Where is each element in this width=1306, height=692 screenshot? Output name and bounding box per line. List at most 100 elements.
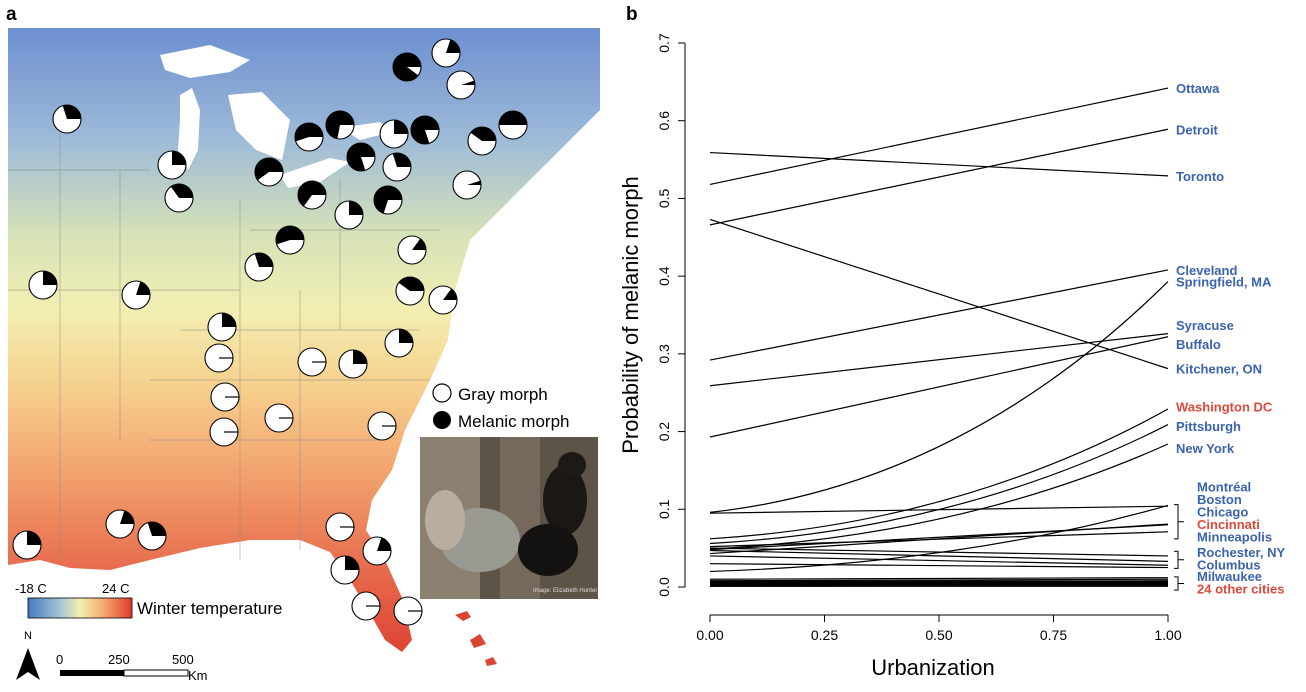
lake-huron bbox=[228, 92, 290, 160]
y-tick-label: 0.1 bbox=[656, 499, 672, 519]
site-pie bbox=[164, 183, 194, 213]
series-line bbox=[709, 218, 1169, 370]
series-line bbox=[709, 128, 1169, 226]
site-pie bbox=[392, 52, 422, 82]
melanic-slice bbox=[410, 115, 439, 145]
north-label: N bbox=[24, 630, 32, 642]
islands bbox=[455, 611, 497, 666]
scale-label-500: 500 bbox=[172, 652, 194, 667]
series-line bbox=[709, 578, 1169, 582]
site-pie bbox=[297, 347, 327, 377]
city-label: Toronto bbox=[1176, 169, 1224, 184]
chart-axes: 0.0 0.1 0.2 0.3 0.4 0.5 0.6 0.7 0.00 0.25 0.50 0.75… bbox=[656, 33, 1182, 643]
melanic-slice bbox=[170, 184, 193, 198]
site-pie bbox=[384, 328, 414, 358]
site-pie bbox=[397, 235, 427, 265]
melanic-slice bbox=[467, 180, 481, 185]
site-pie bbox=[367, 411, 397, 441]
site-pie bbox=[121, 280, 151, 310]
lake-superior bbox=[160, 45, 250, 78]
series-line bbox=[709, 563, 1169, 569]
land-area bbox=[8, 28, 600, 652]
city-label: Rochester, NY bbox=[1197, 545, 1285, 560]
colorbar-max-label: 24 C bbox=[102, 581, 129, 596]
site-pie bbox=[207, 312, 237, 342]
city-label: Detroit bbox=[1176, 122, 1219, 137]
melanic-slice bbox=[394, 120, 408, 134]
melanic-slice bbox=[222, 313, 236, 327]
chart-lines bbox=[709, 87, 1169, 587]
melanic-slice bbox=[412, 238, 426, 250]
y-tick-label: 0.2 bbox=[656, 422, 672, 442]
x-tick-label: 0.25 bbox=[811, 627, 838, 643]
city-labels: Ottawa Detroit Toronto ClevelandSpringfield… bbox=[1174, 81, 1285, 597]
scale-unit: Km bbox=[188, 668, 208, 683]
colorbar bbox=[27, 597, 133, 619]
site-pie bbox=[334, 200, 364, 230]
panel-letter-a: a bbox=[6, 4, 17, 25]
gray-morph-label: Gray morph bbox=[458, 385, 548, 404]
panel-letter-b: b bbox=[626, 4, 638, 25]
site-pie bbox=[294, 122, 324, 152]
city-label: Montréal bbox=[1197, 480, 1251, 495]
site-pie bbox=[467, 126, 497, 156]
site-pie bbox=[338, 349, 368, 379]
melanic-slice bbox=[326, 110, 354, 139]
melanic-slice bbox=[276, 226, 304, 245]
y-tick-label: 0.6 bbox=[656, 111, 672, 131]
scale-label-250: 250 bbox=[108, 652, 130, 667]
melanic-slice bbox=[374, 186, 402, 214]
melanic-slice bbox=[399, 329, 413, 343]
y-tick-label: 0.3 bbox=[656, 344, 672, 364]
site-pie bbox=[52, 104, 82, 134]
melanic-morph-label: Melanic morph bbox=[458, 412, 570, 431]
site-pie bbox=[428, 285, 458, 315]
site-pie bbox=[244, 252, 274, 282]
site-pie bbox=[325, 110, 355, 140]
label-bracket bbox=[1174, 550, 1184, 569]
city-label: Ottawa bbox=[1176, 81, 1220, 96]
site-pie bbox=[373, 185, 403, 215]
melanic-slice bbox=[443, 288, 457, 300]
city-label: Kitchener, ON bbox=[1176, 362, 1262, 377]
x-tick-label: 0.50 bbox=[925, 627, 952, 643]
melanic-slice bbox=[377, 537, 391, 551]
site-pie bbox=[346, 142, 376, 172]
north-arrow-icon bbox=[16, 648, 40, 680]
melanic-slice bbox=[255, 158, 283, 181]
y-axis-label: Probability of melanic morph bbox=[618, 176, 643, 454]
melanic-slice bbox=[353, 350, 367, 364]
site-pie bbox=[105, 509, 135, 539]
series-line bbox=[709, 87, 1169, 186]
site-pie bbox=[28, 270, 58, 300]
temperature-map: Gray morph Melanic morph -18 C 24 C Wint… bbox=[8, 28, 600, 683]
lake-michigan bbox=[178, 88, 200, 170]
series-line bbox=[709, 577, 1169, 580]
label-bracket bbox=[1174, 576, 1184, 591]
scale-bar: 0 250 500 Km bbox=[56, 652, 208, 683]
pie-markers bbox=[12, 38, 528, 626]
map-panel: a bbox=[0, 0, 600, 687]
series-line bbox=[709, 333, 1169, 387]
series-line bbox=[709, 504, 1169, 573]
city-label: Milwaukee bbox=[1197, 569, 1262, 584]
site-pie bbox=[410, 115, 440, 145]
site-pie bbox=[452, 170, 482, 200]
site-pie bbox=[204, 343, 234, 373]
melanic-slice bbox=[43, 271, 57, 285]
series-line bbox=[709, 151, 1169, 177]
gray-morph-legend-icon bbox=[432, 383, 452, 403]
melanic-morph-legend-icon bbox=[433, 411, 451, 429]
series-line bbox=[709, 424, 1169, 545]
melanic-slice bbox=[147, 522, 166, 536]
melanic-slice bbox=[298, 181, 326, 207]
city-label: Pittsburgh bbox=[1176, 419, 1241, 434]
series-line bbox=[709, 336, 1169, 438]
city-label: Minneapolis bbox=[1197, 529, 1272, 544]
site-pie bbox=[431, 38, 461, 68]
melanic-slice bbox=[398, 277, 424, 291]
colorbar-min-label: -18 C bbox=[15, 581, 47, 596]
melanic-slice bbox=[499, 111, 527, 125]
melanic-slice bbox=[120, 510, 134, 524]
city-label: Columbus bbox=[1197, 557, 1261, 572]
